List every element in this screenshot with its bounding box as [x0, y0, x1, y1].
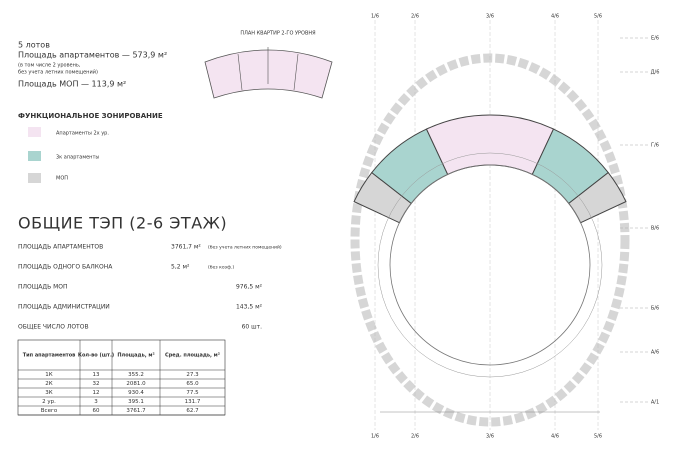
tep-value: 60 шт.	[242, 324, 263, 331]
tep-label: ОБЩЕЕ ЧИСЛО ЛОТОВ	[18, 324, 89, 331]
axis-label: 2/6	[411, 14, 419, 20]
swatch	[28, 173, 41, 183]
apartments-area: Площадь апартаментов — 573,9 м²	[18, 51, 167, 60]
tep-value: 976,5 м²	[236, 284, 263, 291]
table-cell: 27.3	[186, 372, 199, 378]
tep-value: 5,2 м²	[171, 264, 190, 271]
axis-labels: 1/6 1/6 2/6 2/6 3/6 3/6 4/6 4/6 5/6 5/6 Е/6 Д/6 Г/6 В…	[371, 14, 659, 440]
axis-label: 5/6	[594, 434, 602, 440]
table-cell: 131.7	[185, 399, 201, 405]
table-cell: 13	[93, 372, 100, 378]
table-cell: 2К	[45, 381, 52, 387]
tep-label: ПЛОЩАДЬ АДМИНИСТРАЦИИ	[18, 304, 110, 311]
table-cell: 12	[93, 390, 100, 396]
table-header: Тип апартаментов	[23, 353, 76, 359]
tep-title: ОБЩИЕ ТЭП (2-6 ЭТАЖ)	[18, 214, 227, 233]
table-header: Сред. площадь, м²	[165, 353, 220, 359]
axis-label: А/1	[651, 400, 659, 406]
table-cell: 3761.7	[126, 408, 146, 414]
inset-plan	[204, 49, 333, 99]
table-cell: 355.2	[128, 372, 144, 378]
axis-label: Е/6	[651, 36, 659, 42]
zoning-title: ФУНКЦИОНАЛЬНОЕ ЗОНИРОВАНИЕ	[18, 112, 163, 120]
tep-value: 3761,7 м²	[171, 244, 201, 251]
note: (в том числе 2 уровень,	[18, 63, 81, 69]
inset-title: ПЛАН КВАРТИР 2-ГО УРОВНЯ	[240, 31, 315, 37]
tep-label: ПЛОЩАДЬ АПАРТАМЕНТОВ	[18, 244, 103, 251]
table-header: Площадь, м²	[117, 353, 154, 359]
swatch	[28, 151, 41, 161]
table-cell: 32	[93, 381, 100, 387]
lots: 5 лотов	[18, 41, 50, 50]
axis-label: 1/6	[371, 434, 379, 440]
zone-2level	[425, 114, 555, 176]
axis-label: Г/6	[651, 143, 659, 149]
axis-label: 1/6	[371, 14, 379, 20]
table-cell: 60	[93, 408, 100, 414]
tep-label: ПЛОЩАДЬ ОДНОГО БАЛКОНА	[18, 264, 113, 271]
tep-note: (без коэф.)	[208, 265, 234, 271]
table-cell: 65.0	[186, 381, 199, 387]
axis-label: 2/6	[411, 434, 419, 440]
inset-walls	[237, 47, 299, 91]
table-cell: 77.5	[186, 390, 199, 396]
common-area: Площадь МОП — 113,9 м²	[18, 80, 126, 89]
axis-label: 3/6	[486, 14, 494, 20]
table-cell: 62.7	[186, 408, 199, 414]
table-cell: 3К	[45, 390, 52, 396]
legend-label: МОП	[56, 176, 68, 182]
table-cell: 2 ур.	[42, 399, 56, 405]
tep-list: ПЛОЩАДЬ АПАРТАМЕНТОВ 3761,7 м² (без учета …	[18, 244, 282, 331]
table-cell: 2081.0	[126, 381, 146, 387]
axis-label: Д/6	[651, 70, 660, 76]
table-cell: 3	[94, 399, 98, 405]
axis-label: А/6	[651, 350, 659, 356]
tep-label: ПЛОЩАДЬ МОП	[18, 284, 68, 291]
legend-label: 3к апартаменты	[56, 155, 99, 161]
table-cell: 395.1	[128, 399, 144, 405]
table-cell: 1К	[45, 372, 52, 378]
axis-label: 3/6	[486, 434, 494, 440]
axis-label: 4/6	[551, 434, 559, 440]
courtyard	[389, 164, 591, 366]
note: без учета летних помещений)	[18, 69, 98, 76]
swatch	[28, 127, 41, 137]
table: Тип апартаментов Кол-во (шт.) Площадь, м² С…	[17, 339, 226, 416]
courtyard-edge	[377, 152, 603, 378]
axis-label: 4/6	[551, 14, 559, 20]
plan	[350, 20, 630, 430]
axis-label: Б/6	[651, 306, 659, 312]
balcony-ring	[350, 53, 630, 427]
axis-label: 5/6	[594, 14, 602, 20]
tep-value: 143,5 м²	[236, 304, 263, 311]
table-header: Кол-во (шт.)	[78, 353, 114, 359]
axis-label: В/6	[651, 226, 659, 232]
table-cell: Всего	[41, 408, 58, 414]
legend-label: Апартаменты 2х ур.	[56, 131, 109, 137]
table-cell: 930.4	[128, 390, 144, 396]
tep-note: (без учета летних помещений)	[208, 244, 282, 251]
